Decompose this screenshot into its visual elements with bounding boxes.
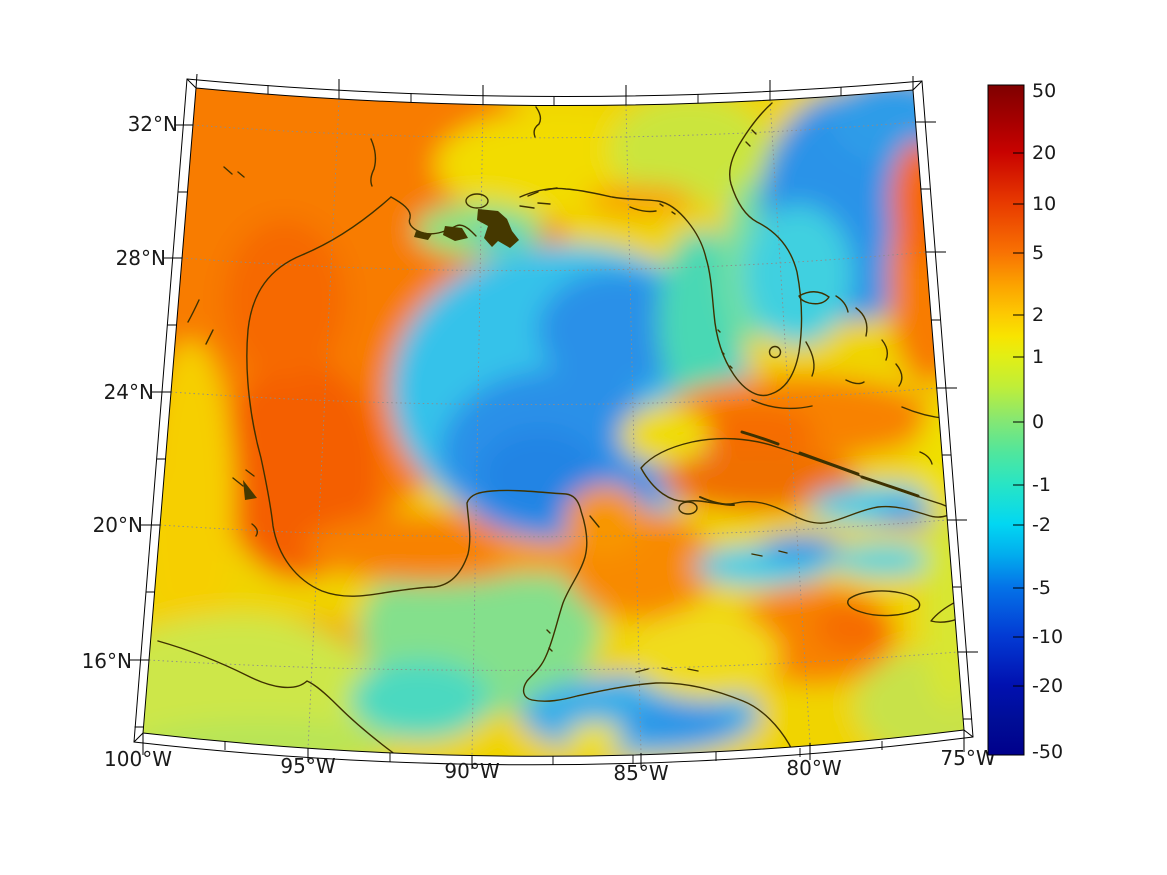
colorbar-label-0: 0 — [1032, 411, 1044, 433]
colorbar-ticks — [1013, 152, 1024, 687]
coast-texas-mexico-yucatan-honduras — [246, 196, 797, 757]
tampico-lagoons — [232, 469, 259, 537]
graticule — [148, 99, 959, 756]
bahamas-small — [845, 379, 933, 465]
coast-florida-keys — [751, 399, 813, 410]
lat-label-32n: 32°N — [128, 112, 178, 136]
colorbar-label-10: 10 — [1032, 193, 1056, 215]
gridline-lon-95w — [307, 100, 340, 750]
bahamas-abaco — [835, 295, 849, 313]
louisiana-marsh-west — [443, 226, 468, 241]
lat-label-28n: 28°N — [116, 246, 166, 270]
gridline-lat-16n — [148, 651, 959, 671]
belize-cays — [546, 629, 553, 652]
map-panel — [143, 88, 964, 757]
lat-label-24n: 24°N — [104, 380, 154, 404]
frame-inner — [142, 87, 965, 757]
lat-label-16n: 16°N — [82, 649, 132, 673]
wfl-barrier-dots — [659, 203, 733, 369]
colorbar-label-20: 20 — [1032, 142, 1056, 164]
colorbar-labels: 50 20 10 5 2 1 0 -1 -2 -5 -10 -20 -50 — [1032, 80, 1063, 763]
colorbar-label-2: 2 — [1032, 304, 1044, 326]
isla-de-la-juventud — [678, 501, 698, 515]
lon-label-100w: 100°W — [104, 747, 172, 771]
cuba-north-keys — [740, 430, 920, 498]
georgia-coast-marks — [745, 129, 757, 147]
bay-islands-honduras — [635, 667, 699, 673]
colorbar-label-m50: -50 — [1032, 741, 1063, 763]
lon-axis-labels: 100°W 95°W 90°W 85°W 80°W 75°W — [104, 746, 996, 785]
colorbar-label-1: 1 — [1032, 346, 1044, 368]
colorbar: 50 20 10 5 2 1 0 -1 -2 -5 -10 -20 -50 — [987, 80, 1063, 763]
frame-corner-ticks — [133, 73, 974, 743]
bahamas-cat — [881, 339, 889, 361]
laguna-madre — [370, 138, 377, 187]
louisiana-barrier — [414, 231, 432, 240]
colorbar-label-50: 50 — [1032, 80, 1056, 102]
colorbar-label-m5: -5 — [1032, 577, 1051, 599]
mississippi-sound-islands — [519, 187, 558, 209]
map-frame — [130, 73, 978, 769]
bahamas-grand — [798, 291, 830, 305]
coast-jamaica — [847, 590, 921, 617]
lake-okeechobee — [768, 345, 782, 359]
apalachicola-barrier — [629, 206, 657, 213]
coast-pacific-mexico — [157, 640, 399, 757]
bahamas-andros — [805, 341, 815, 377]
colorbar-label-5: 5 — [1032, 242, 1044, 264]
gridline-lat-20n — [159, 519, 948, 538]
mississippi-squiggle — [533, 106, 542, 138]
cozumel — [589, 515, 600, 528]
lake-pontchartrain — [465, 193, 489, 209]
coast-north-gulf-east — [519, 187, 772, 397]
bahamas-eleuthera — [855, 307, 868, 337]
lon-label-90w: 90°W — [444, 759, 499, 783]
lat-axis-labels: 32°N 28°N 24°N 20°N 16°N — [82, 112, 178, 673]
cuba-south-archipelago — [699, 496, 735, 506]
coast-cuba — [640, 437, 957, 524]
axis-label-ticks — [130, 79, 978, 769]
colorbar-gradient — [987, 84, 1025, 756]
gridline-lat-24n — [170, 387, 938, 406]
lon-label-75w: 75°W — [940, 746, 995, 770]
lon-label-80w: 80°W — [786, 756, 841, 780]
bahamas-long-island — [895, 363, 903, 387]
lon-label-95w: 95°W — [280, 754, 335, 778]
data-field — [143, 88, 964, 757]
gridline-lon-80w — [769, 99, 811, 744]
colorbar-label-m1: -1 — [1032, 474, 1051, 496]
tamiahua-lagoon — [243, 480, 257, 500]
colorbar-label-m20: -20 — [1032, 675, 1063, 697]
cayman-islands — [751, 550, 788, 557]
frame-outer — [133, 78, 974, 766]
texas-small-islands — [187, 166, 245, 345]
lat-label-20n: 20°N — [93, 513, 143, 537]
gridline-lon-85w — [625, 104, 642, 754]
delta-marsh-fills — [414, 209, 519, 248]
coast-florida-east-georgia — [729, 102, 803, 395]
lon-label-85w: 85°W — [613, 761, 668, 785]
colorbar-label-m10: -10 — [1032, 626, 1063, 648]
mississippi-delta — [477, 209, 519, 248]
colorbar-label-m2: -2 — [1032, 514, 1051, 536]
